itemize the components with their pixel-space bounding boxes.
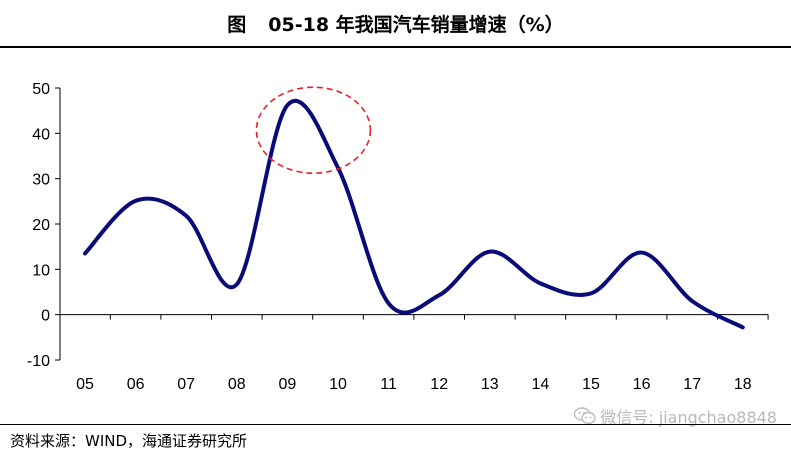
- series-line: [83, 98, 745, 330]
- x-tick-label: 15: [582, 376, 600, 393]
- axes: [55, 87, 769, 361]
- annotation-ellipse: [255, 86, 372, 175]
- x-tick-label: 16: [633, 376, 651, 393]
- x-tick-label: 05: [76, 376, 94, 393]
- figure-label: 图: [227, 13, 247, 36]
- watermark: 微信号: jiangchao8848: [574, 404, 777, 428]
- y-tick-label: 0: [41, 308, 50, 325]
- x-tick-label: 08: [228, 376, 246, 393]
- x-tick-label: 09: [279, 376, 297, 393]
- x-tick-label: 18: [734, 376, 752, 393]
- tick-labels: -10 0 10 20 30 40 50 05 06 07 08 09 10 11 12 13 14 15 16 17…: [27, 81, 752, 393]
- x-tick-label: 11: [380, 376, 397, 393]
- annotation-group: [255, 86, 372, 175]
- x-tick-label: 13: [481, 376, 499, 393]
- x-tick-label: 10: [329, 376, 347, 393]
- wechat-icon: [574, 407, 596, 425]
- y-tick-label: 30: [32, 172, 50, 189]
- x-tick-label: 06: [127, 376, 145, 393]
- watermark-text: 微信号: jiangchao8848: [600, 408, 777, 427]
- x-tick-label: 12: [430, 376, 448, 393]
- y-tick-label: 50: [32, 81, 50, 98]
- series-group: [83, 98, 745, 330]
- x-tick-label: 17: [683, 376, 701, 393]
- source-note: 资料来源：WIND，海通证券研究所: [10, 432, 248, 450]
- x-tick-label: 14: [532, 376, 550, 393]
- chart-title: 05-18 年我国汽车销量增速（%）: [268, 13, 564, 36]
- footer-rule: [0, 424, 791, 425]
- title-rule: [0, 46, 791, 48]
- y-tick-label: 10: [32, 262, 50, 279]
- y-tick-label: 40: [32, 126, 50, 143]
- chart-title-bar: 图 05-18 年我国汽车销量增速（%）: [0, 0, 791, 46]
- x-tick-label: 07: [177, 376, 195, 393]
- y-tick-label: 20: [32, 217, 50, 234]
- y-tick-label: -10: [27, 353, 50, 370]
